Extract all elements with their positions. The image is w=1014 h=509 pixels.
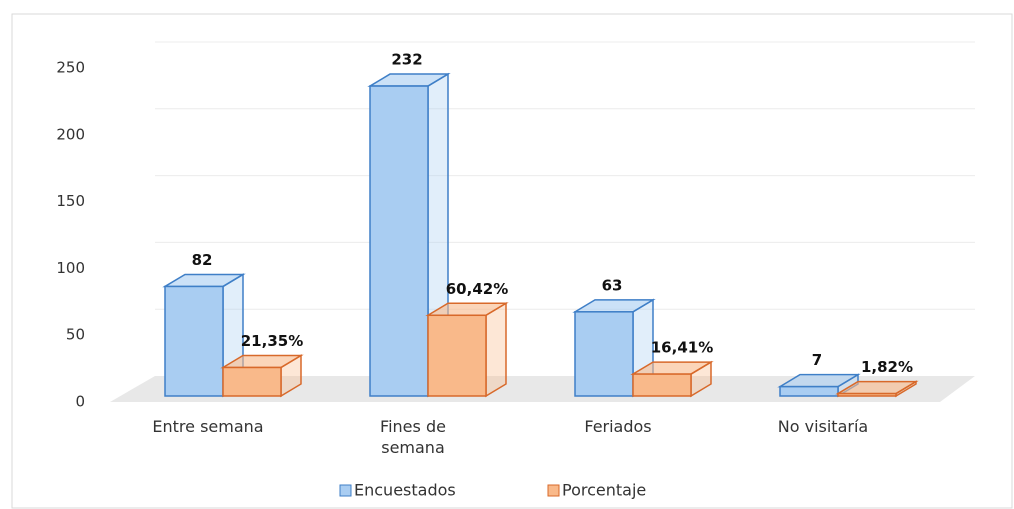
value-label: 63 — [602, 276, 623, 294]
bar — [369, 85, 429, 397]
bar — [574, 311, 634, 397]
value-label: 7 — [812, 351, 822, 369]
bar — [427, 314, 487, 397]
y-tick-label: 250 — [56, 59, 85, 77]
value-label: 1,82% — [861, 358, 913, 376]
y-tick-label: 100 — [56, 259, 85, 277]
y-tick-label: 50 — [66, 326, 85, 344]
value-label: 232 — [391, 51, 422, 69]
x-tick-label: Entre semana — [152, 417, 264, 436]
legend-swatch — [547, 484, 560, 497]
chart-border — [11, 13, 1013, 509]
value-label: 82 — [192, 251, 213, 269]
bar — [837, 392, 897, 397]
y-tick-label: 200 — [56, 125, 85, 143]
legend-label: Encuestados — [354, 481, 456, 500]
legend-label: Porcentaje — [562, 481, 646, 500]
bar — [632, 373, 692, 397]
legend-swatch — [339, 484, 352, 497]
value-label: 16,41% — [651, 339, 713, 357]
value-label: 21,35% — [241, 332, 303, 350]
y-tick-label: 0 — [75, 393, 85, 411]
y-tick-label: 150 — [56, 192, 85, 210]
bar-side — [485, 301, 507, 398]
x-tick-label: Fines de semana — [380, 417, 446, 457]
x-tick-label: No visitaría — [777, 417, 869, 436]
floor — [110, 376, 975, 402]
bar — [164, 285, 224, 397]
bar — [222, 366, 282, 397]
bar — [779, 385, 839, 397]
x-tick-label: Feriados — [584, 417, 652, 436]
value-label: 60,42% — [446, 280, 508, 298]
